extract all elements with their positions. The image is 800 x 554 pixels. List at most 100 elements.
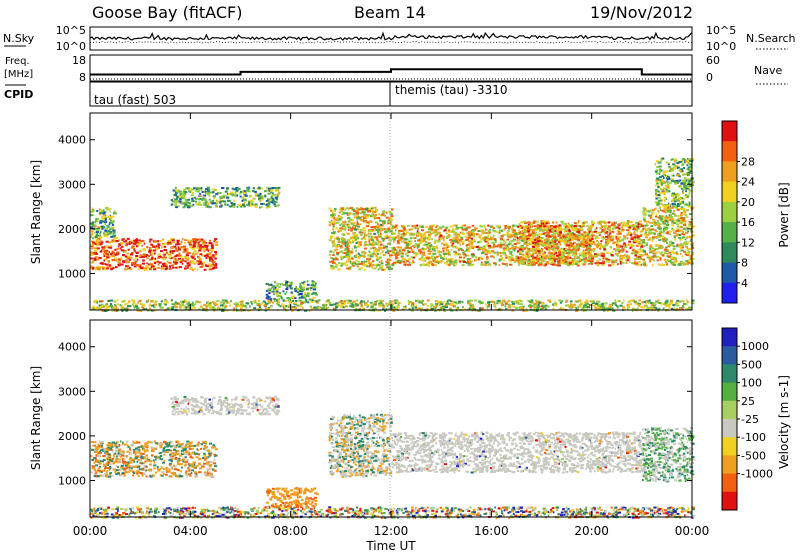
echo-cell [171,256,175,259]
echo-cell [516,239,520,242]
echo-cell [215,193,218,196]
echo-cell [423,234,427,237]
echo-cell [263,202,265,205]
echo-cell [507,230,510,232]
echo-cell [171,246,174,248]
echo-cell [553,246,557,249]
echo-cell [100,215,104,218]
echo-cell [413,237,416,240]
echo-cell [438,238,441,241]
echo-cell [441,242,444,245]
echo-cell [351,263,354,265]
echo-cell [119,247,122,250]
echo-cell [138,264,141,266]
echo-cell [237,204,242,207]
echo-cell [450,248,453,251]
echo-cell [426,246,429,248]
echo-cell [369,220,373,223]
echo-cell [665,238,668,241]
echo-cell [586,233,590,236]
echo-cell [550,240,553,243]
echo-cell [108,255,111,258]
echo-cell [212,191,215,194]
echo-cell [343,249,347,252]
echo-cell [111,259,116,261]
echo-cell [136,252,139,254]
echo-cell [507,258,511,261]
echo-cell [346,239,350,242]
echo-cell [667,245,671,248]
echo-cell [90,261,94,264]
echo-cell [481,232,485,235]
echo-cell [181,237,184,240]
echo-cell [336,264,339,267]
echo-cell [568,226,572,229]
echo-cell [492,256,495,259]
echo-cell [273,203,276,206]
echo-cell [553,234,556,237]
echo-cell [449,238,453,241]
echo-cell [527,221,531,224]
echo-cell [462,251,465,254]
echo-cell [382,254,386,256]
echo-cell [686,168,690,171]
echo-cell [341,233,344,236]
echo-cell [401,225,404,228]
echo-cell [172,266,175,269]
echo-cell [597,231,601,234]
echo-cell [138,239,141,242]
echo-cell [112,232,115,235]
echo-cell [639,224,642,227]
echo-cell [194,261,199,264]
echo-cell [309,289,312,292]
echo-cell [227,193,230,196]
frequency-step-line [90,68,692,76]
echo-cell [328,207,331,210]
freq-label: Freq. [5,56,30,67]
echo-cell [640,250,644,253]
echo-cell [182,248,187,251]
echo-cell [685,187,688,190]
echo-cell [545,229,548,232]
echo-cell [688,173,690,176]
echo-cell [540,240,543,243]
echo-cell [593,230,598,233]
echo-cell [597,221,600,224]
echo-cell [433,241,436,243]
echo-cell [344,241,347,244]
echo-cell [267,202,271,205]
echo-cell [224,190,228,193]
echo-cell [686,164,689,167]
echo-cell [341,240,346,243]
echo-cell [452,228,455,231]
echo-cell [347,229,350,231]
echo-cell [118,259,121,262]
echo-cell [127,264,130,267]
echo-cell [687,178,691,181]
echo-cell [463,250,467,253]
echo-cell [296,291,299,294]
echo-cell [276,188,278,191]
echo-cell [132,245,135,248]
echo-cell [674,213,676,216]
echo-cell [616,233,620,236]
echo-cell [660,202,663,205]
echo-cell [688,213,693,215]
echo-cell [667,202,670,205]
echo-cell [209,248,212,251]
echo-cell [688,223,691,226]
echo-cell [156,260,159,263]
echo-cell [627,233,630,236]
echo-cell [671,220,675,223]
echo-cell [640,245,644,248]
echo-cell [109,207,112,210]
echo-cell [550,245,553,248]
echo-cell [688,185,692,187]
echo-cell [101,212,103,215]
echo-cell [351,257,354,260]
echo-cell [198,258,202,261]
echo-cell [575,249,579,252]
echo-cell [388,239,391,241]
echo-cell [261,206,263,209]
echo-cell [572,233,576,236]
